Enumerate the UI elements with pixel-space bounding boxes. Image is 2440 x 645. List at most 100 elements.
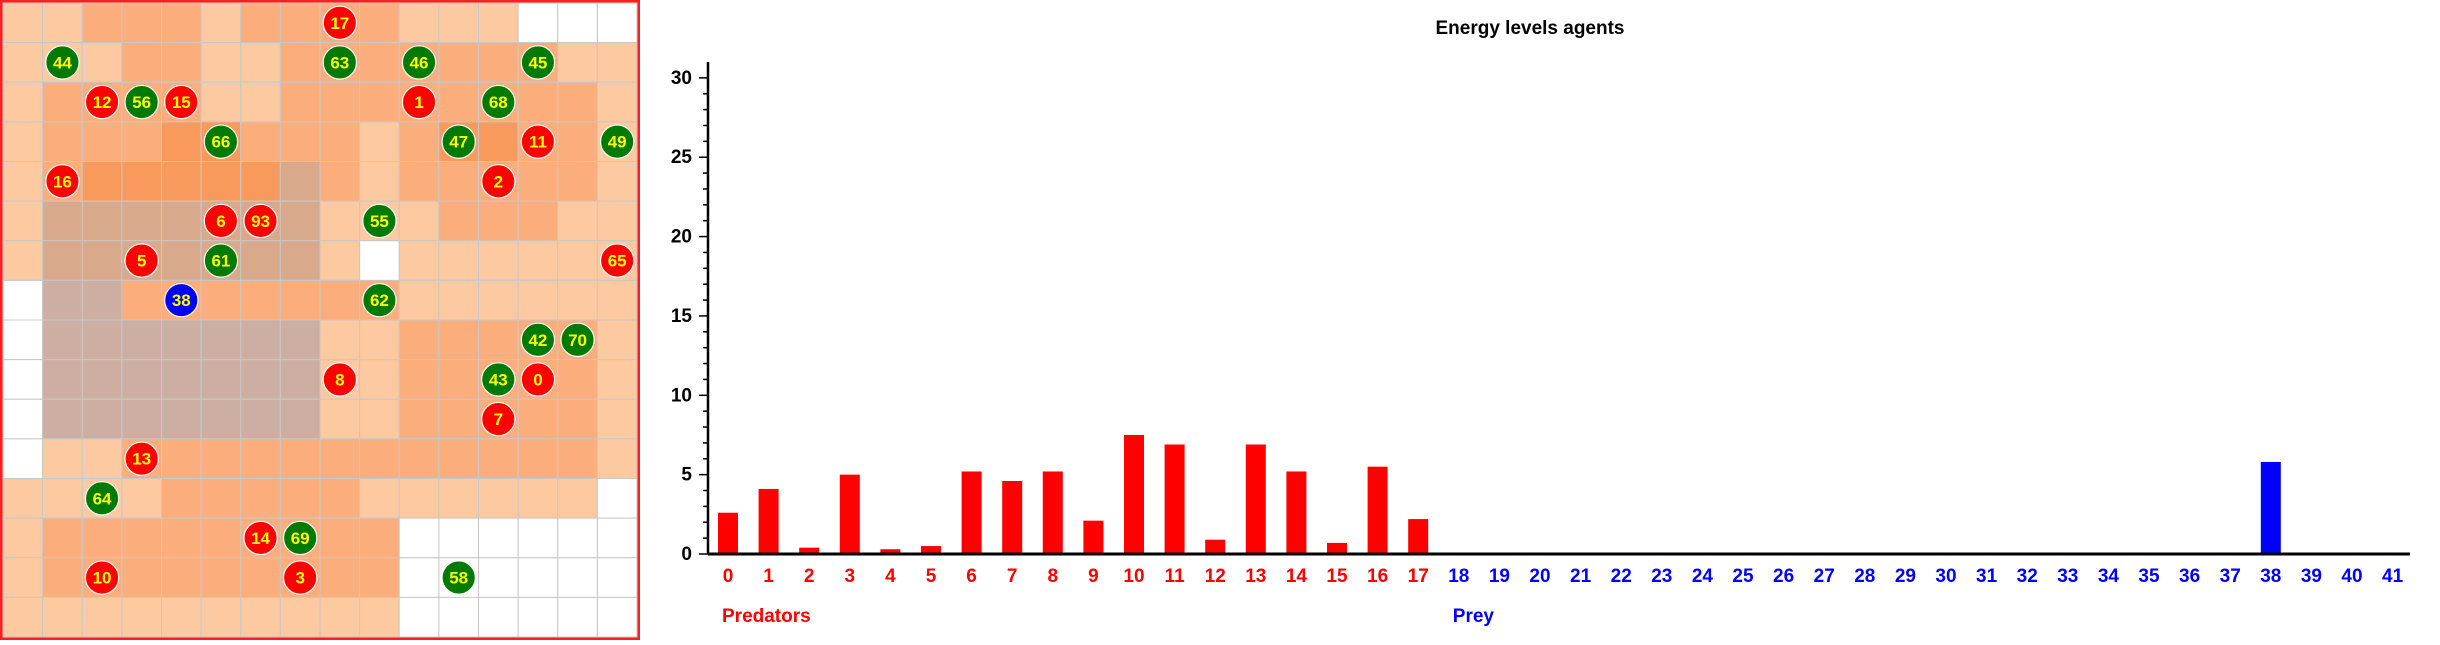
grid-cell [2, 42, 44, 83]
agent-id-label: 63 [330, 53, 349, 72]
grid-cell [200, 517, 242, 559]
plant-agent: 62 [362, 282, 397, 318]
energy-bar [1327, 542, 1347, 554]
grid-cell [200, 81, 242, 123]
grid-cell [42, 596, 83, 638]
grid-cell [240, 161, 281, 202]
y-tick-label: 30 [671, 68, 692, 89]
grid-cell [596, 359, 638, 400]
x-tick-label: 3 [845, 566, 856, 587]
grid-cell [240, 2, 281, 44]
grid-cell [121, 398, 162, 440]
plant-agent-marker [203, 243, 239, 278]
grid-cell [81, 121, 123, 162]
x-tick-label: 28 [1854, 566, 1875, 587]
predator-agent-marker [84, 84, 120, 120]
grid-cell [478, 240, 519, 281]
x-tick-label: 0 [723, 566, 734, 587]
grid-cell [319, 161, 361, 202]
grid-cell [279, 121, 321, 162]
predator-agent-marker [124, 441, 159, 476]
grid-cell [596, 2, 638, 44]
agent-id-label: 15 [172, 93, 191, 112]
plant-agent-marker [322, 45, 358, 80]
plant-agent: 58 [441, 560, 476, 595]
grid-cell [161, 398, 202, 440]
grid-cell [200, 42, 242, 83]
grid-cell [81, 200, 123, 242]
grid-cell [517, 517, 559, 559]
x-tick-label: 26 [1773, 566, 1794, 587]
grid-cell [161, 319, 202, 361]
grid-cell [438, 319, 479, 361]
grid-cell [2, 319, 44, 361]
grid-cell [517, 557, 559, 598]
grid-cell [42, 359, 83, 400]
predator-agent-marker [203, 203, 239, 239]
grid-cell [557, 121, 598, 162]
agent-id-label: 16 [53, 172, 72, 191]
grid-cell [161, 42, 202, 83]
grid-cell [200, 596, 242, 638]
x-tick-label: 21 [1570, 566, 1592, 587]
x-tick-label: 6 [966, 566, 977, 587]
grid-cell [81, 596, 123, 638]
grid-cell [81, 2, 123, 44]
x-tick-label: 25 [1732, 566, 1754, 587]
plant-agent-marker [599, 124, 635, 159]
grid-cell [279, 2, 321, 44]
grid-cell [42, 478, 83, 519]
grid-cell [240, 42, 281, 83]
grid-cell [200, 359, 242, 400]
plant-agent-marker [520, 322, 556, 358]
predator-agent: 5 [124, 243, 159, 278]
grid-cell [438, 398, 479, 440]
grid-cell [359, 161, 400, 202]
plant-agent-marker [45, 45, 80, 80]
grid-cell [596, 478, 638, 519]
x-tick-label: 23 [1651, 566, 1672, 587]
grid-cell [517, 81, 559, 123]
predator-agent-marker [243, 520, 278, 556]
x-tick-label: 40 [2341, 566, 2362, 587]
energy-bar [1083, 520, 1104, 554]
grid-cell [319, 279, 361, 321]
grid-cell [2, 121, 44, 162]
x-tick-label: 29 [1895, 566, 1916, 587]
grid-cell [121, 121, 162, 162]
chart-title: Energy levels agents [1435, 18, 1624, 39]
agent-id-label: 47 [449, 133, 468, 152]
grid-cell [279, 478, 321, 519]
predator-agent-marker [164, 84, 199, 120]
grid-cell [200, 398, 242, 440]
grid-cell [438, 81, 479, 123]
grid-cell [240, 319, 281, 361]
agent-id-label: 38 [172, 291, 191, 310]
predator-agent: 17 [322, 5, 358, 41]
grid-cell [319, 240, 361, 281]
plant-agent: 47 [441, 124, 476, 159]
predator-agent: 13 [124, 441, 159, 476]
energy-bar [1164, 444, 1185, 554]
plant-agent-marker [481, 84, 516, 120]
x-tick-label: 22 [1611, 566, 1632, 587]
predator-agent: 8 [322, 362, 358, 397]
energy-bar [2260, 461, 2281, 554]
x-tick-label: 31 [1976, 566, 1998, 587]
x-tick-label: 12 [1205, 566, 1226, 587]
y-tick-label: 25 [671, 147, 693, 168]
grid-cell [161, 200, 202, 242]
predator-agent: 12 [84, 84, 120, 120]
agent-id-label: 2 [494, 172, 503, 191]
predator-agent-marker [599, 243, 635, 278]
plant-agent: 64 [84, 481, 120, 516]
plant-agent: 63 [322, 45, 358, 80]
grid-cell [81, 438, 123, 479]
grid-cell [596, 200, 638, 242]
agent-id-label: 44 [53, 53, 72, 72]
energy-bar [1408, 519, 1429, 554]
grid-cell [200, 319, 242, 361]
grid-cell [438, 42, 479, 83]
predator-agent-marker [322, 362, 358, 397]
